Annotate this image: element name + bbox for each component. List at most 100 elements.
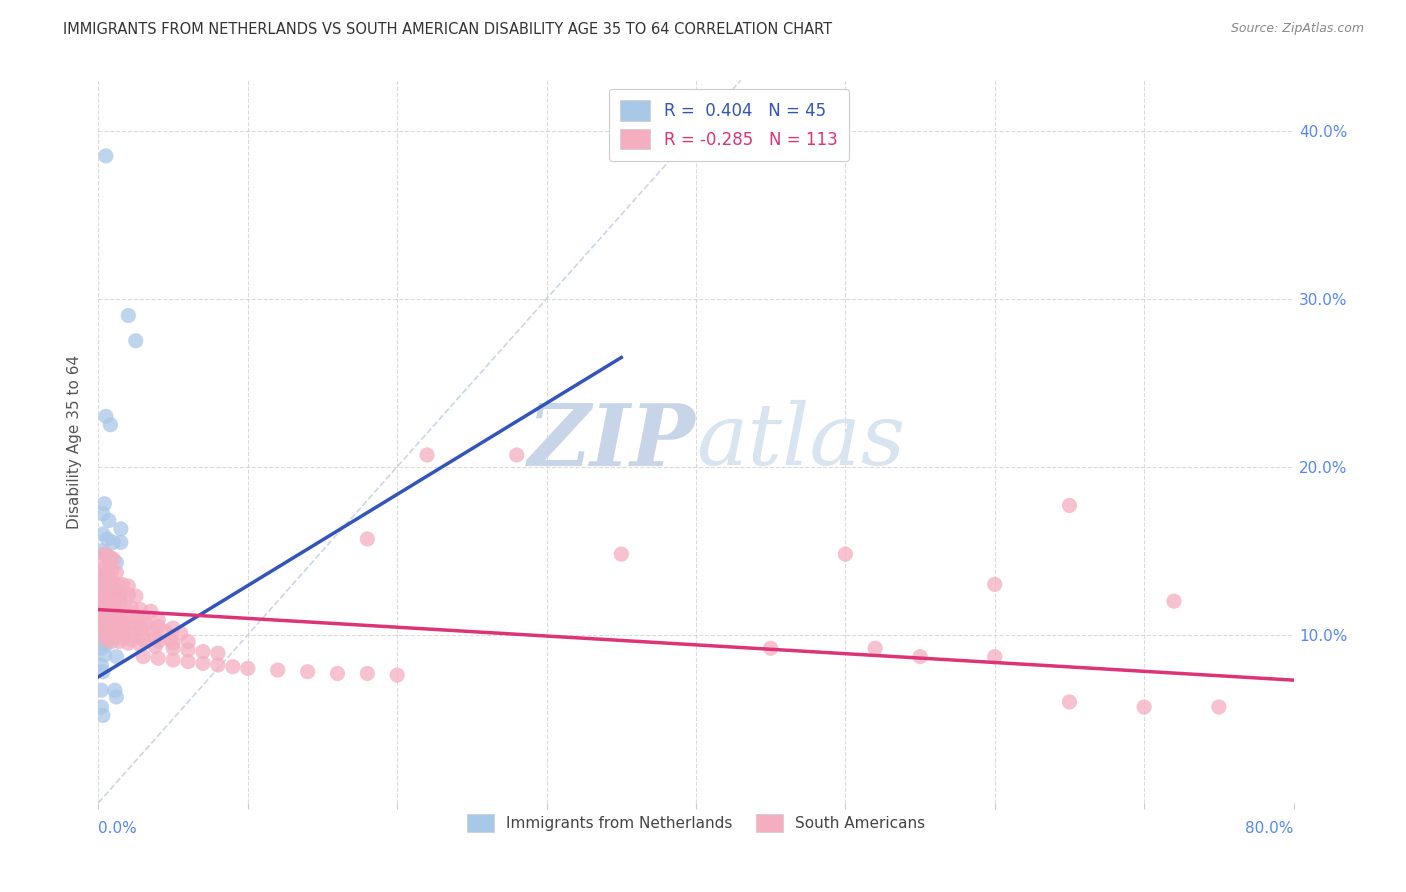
- Point: [125, 334, 148, 348]
- Point: [101, 564, 124, 578]
- Point: [141, 623, 163, 637]
- Point: [93, 547, 115, 561]
- Point: [110, 535, 132, 549]
- Point: [222, 659, 245, 673]
- Point: [105, 624, 128, 639]
- Point: [91, 613, 114, 627]
- Point: [162, 641, 184, 656]
- Point: [610, 547, 633, 561]
- Point: [127, 617, 149, 632]
- Point: [97, 514, 120, 528]
- Point: [90, 598, 112, 612]
- Point: [297, 665, 319, 679]
- Point: [105, 617, 128, 632]
- Point: [93, 582, 115, 597]
- Point: [148, 619, 170, 633]
- Point: [104, 683, 127, 698]
- Y-axis label: Disability Age 35 to 64: Disability Age 35 to 64: [67, 354, 83, 529]
- Point: [111, 577, 134, 591]
- Point: [908, 649, 931, 664]
- Point: [93, 626, 115, 640]
- Point: [94, 149, 117, 163]
- Point: [94, 409, 117, 424]
- Point: [97, 628, 120, 642]
- Point: [90, 599, 112, 614]
- Point: [148, 634, 170, 648]
- Point: [177, 634, 200, 648]
- Point: [107, 613, 129, 627]
- Point: [105, 649, 128, 664]
- Point: [98, 552, 122, 566]
- Point: [104, 630, 127, 644]
- Point: [93, 592, 115, 607]
- Point: [834, 547, 856, 561]
- Point: [93, 648, 115, 662]
- Point: [129, 638, 152, 652]
- Legend: Immigrants from Netherlands, South Americans: Immigrants from Netherlands, South Ameri…: [460, 807, 932, 838]
- Point: [120, 628, 142, 642]
- Point: [94, 638, 117, 652]
- Point: [132, 630, 155, 644]
- Point: [110, 587, 132, 601]
- Text: ZIP: ZIP: [529, 400, 696, 483]
- Point: [120, 632, 142, 647]
- Point: [90, 581, 112, 595]
- Point: [94, 615, 117, 629]
- Point: [506, 448, 529, 462]
- Point: [267, 663, 290, 677]
- Point: [1163, 594, 1185, 608]
- Point: [94, 560, 117, 574]
- Point: [104, 596, 127, 610]
- Point: [132, 649, 155, 664]
- Point: [1133, 700, 1156, 714]
- Point: [91, 708, 114, 723]
- Point: [90, 658, 112, 673]
- Point: [236, 661, 259, 675]
- Point: [103, 611, 125, 625]
- Point: [94, 621, 117, 635]
- Point: [101, 634, 124, 648]
- Point: [114, 599, 136, 614]
- Point: [91, 615, 114, 630]
- Point: [93, 600, 115, 615]
- Point: [93, 600, 115, 615]
- Point: [125, 589, 148, 603]
- Point: [132, 632, 155, 647]
- Point: [117, 609, 139, 624]
- Point: [356, 666, 378, 681]
- Point: [129, 602, 152, 616]
- Point: [93, 628, 115, 642]
- Point: [207, 646, 229, 660]
- Point: [1208, 700, 1230, 714]
- Point: [117, 579, 139, 593]
- Point: [97, 609, 120, 624]
- Point: [111, 626, 134, 640]
- Point: [135, 617, 157, 632]
- Point: [94, 577, 117, 591]
- Point: [96, 572, 118, 586]
- Point: [90, 624, 112, 639]
- Point: [984, 649, 1007, 664]
- Point: [865, 641, 887, 656]
- Point: [90, 683, 112, 698]
- Point: [117, 587, 139, 601]
- Text: 0.0%: 0.0%: [98, 822, 138, 837]
- Point: [97, 562, 120, 576]
- Point: [93, 497, 115, 511]
- Point: [117, 636, 139, 650]
- Point: [105, 586, 128, 600]
- Point: [120, 621, 142, 635]
- Point: [148, 651, 170, 665]
- Point: [416, 448, 439, 462]
- Point: [132, 611, 155, 625]
- Point: [101, 604, 124, 618]
- Point: [101, 584, 124, 599]
- Point: [207, 658, 229, 673]
- Text: Source: ZipAtlas.com: Source: ZipAtlas.com: [1230, 22, 1364, 36]
- Point: [143, 640, 166, 654]
- Point: [103, 575, 125, 590]
- Point: [103, 535, 125, 549]
- Point: [108, 591, 131, 605]
- Point: [143, 631, 166, 645]
- Point: [90, 641, 112, 656]
